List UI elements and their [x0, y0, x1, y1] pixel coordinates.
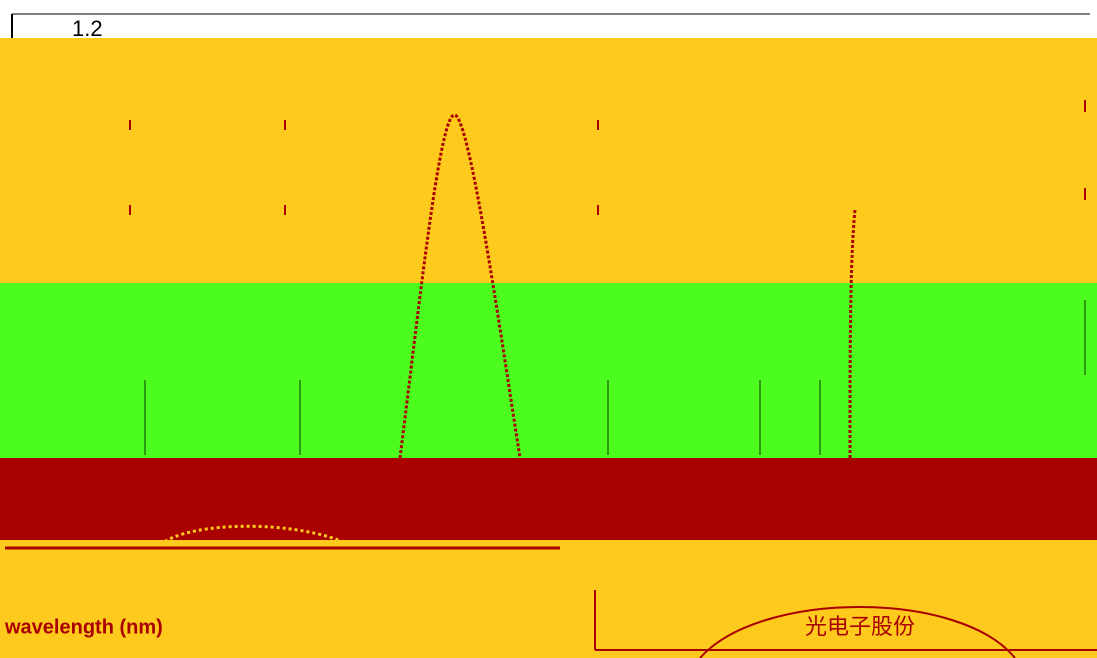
x-axis-label: wavelength (nm)	[4, 616, 163, 638]
grid-lines-green	[144, 300, 1086, 455]
y-tick-label: 1.2	[72, 16, 103, 41]
peak-curve-lower	[159, 524, 351, 547]
top-strip	[0, 0, 1097, 38]
stamp-arc	[699, 606, 1016, 658]
stamp-text: 光电子股份	[805, 614, 915, 639]
band-yellow	[0, 38, 1097, 283]
band-red	[0, 458, 1097, 540]
band-green	[0, 283, 1097, 458]
band-yellow-bottom	[0, 540, 1097, 658]
grid-dashes	[129, 100, 1086, 215]
secondary-curve	[848, 209, 857, 459]
peak-curve	[398, 113, 522, 459]
